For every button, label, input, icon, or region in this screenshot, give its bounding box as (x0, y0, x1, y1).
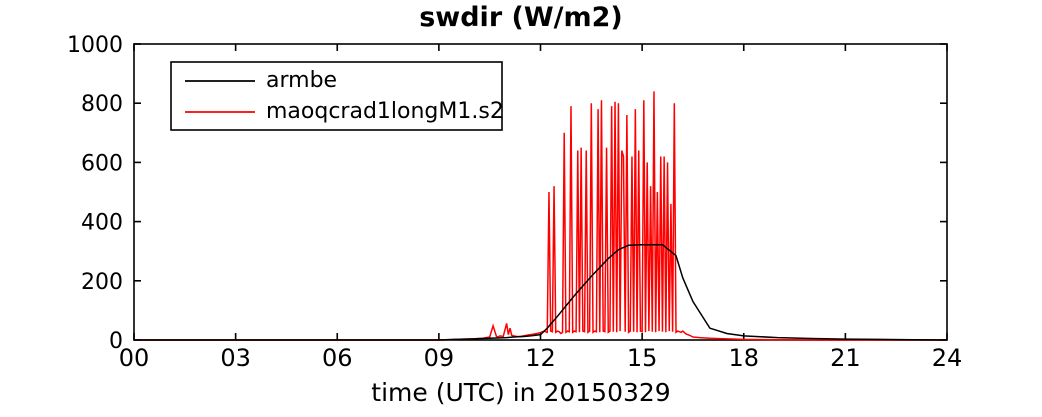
x-tick-label: 03 (220, 344, 251, 372)
x-axis-label: time (UTC) in 20150329 (371, 378, 671, 407)
series-line-maoqcrad1longM1.s2 (134, 91, 947, 341)
x-tick-label: 12 (525, 344, 556, 372)
y-tick-label: 400 (81, 211, 123, 236)
y-tick-label: 0 (109, 329, 123, 354)
legend-label-armbe: armbe (266, 68, 337, 93)
x-tick-label: 21 (830, 344, 861, 372)
x-tick-label: 09 (424, 344, 455, 372)
chart-title: swdir (W/m2) (419, 2, 623, 33)
series-line-armbe (134, 243, 948, 341)
x-tick-label: 18 (728, 344, 759, 372)
x-tick-label: 00 (119, 344, 150, 372)
legend-label-maoqcrad1longM1.s2: maoqcrad1longM1.s2 (266, 99, 504, 124)
x-tick-label: 15 (627, 344, 658, 372)
y-tick-label: 200 (81, 270, 123, 295)
y-tick-label: 800 (81, 92, 123, 117)
legend-box[interactable] (170, 61, 503, 131)
x-tick-label: 06 (322, 344, 353, 372)
y-tick-label: 1000 (67, 33, 123, 58)
y-tick-label: 600 (81, 151, 123, 176)
x-tick-label: 24 (932, 344, 963, 372)
